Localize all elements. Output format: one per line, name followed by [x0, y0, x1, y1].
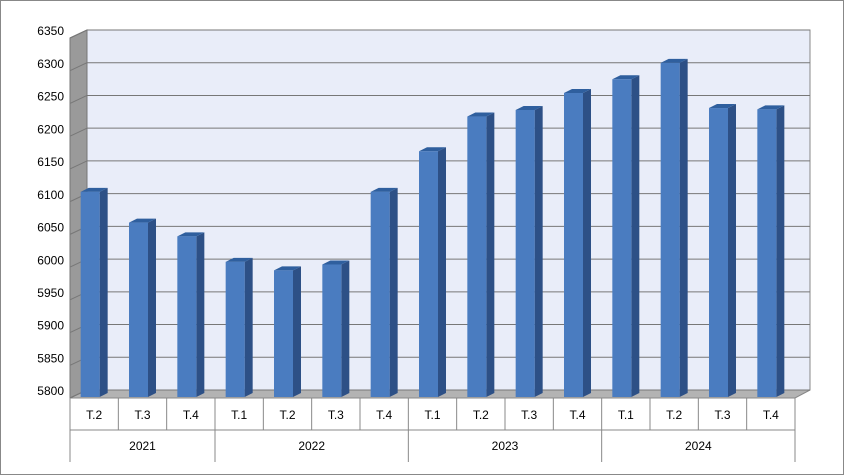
bar: [80, 187, 108, 397]
bar: [612, 75, 640, 398]
bar-side: [341, 260, 350, 397]
bar-front: [709, 108, 728, 397]
bar-side: [534, 106, 543, 397]
bar-front: [419, 151, 438, 397]
x-tick-label: T.2: [473, 408, 489, 422]
x-tick-label: T.3: [328, 408, 344, 422]
bar-front: [370, 191, 390, 397]
bar-top: [274, 266, 301, 271]
bar-top: [564, 88, 591, 93]
bar-side: [438, 147, 446, 397]
bar: [225, 257, 253, 397]
x-tick-label: T.1: [424, 408, 440, 422]
bar-side: [148, 218, 156, 397]
y-tick-label: 6250: [37, 90, 64, 104]
bar-front: [177, 236, 197, 397]
x-tick-label: T.2: [279, 408, 295, 422]
x-tick-label: T.3: [521, 408, 537, 422]
y-tick-label: 5800: [37, 384, 64, 398]
y-tick-label: 6100: [37, 188, 64, 202]
bar-top: [419, 147, 446, 152]
bar-side: [99, 187, 108, 397]
bar-top: [660, 58, 688, 63]
x-tick-label: T.4: [569, 408, 585, 422]
bar-front: [274, 270, 293, 397]
bar-side: [728, 104, 736, 397]
bar-top: [757, 105, 785, 110]
bar: [757, 105, 785, 397]
x-tick-label: T.3: [134, 408, 150, 422]
bar-side: [293, 266, 301, 397]
bar-front: [612, 79, 632, 398]
bar-front: [322, 264, 342, 397]
bar: [660, 58, 688, 397]
bar-front: [660, 62, 680, 397]
bar-front: [225, 261, 245, 397]
group-label: 2022: [298, 439, 325, 453]
bar-top: [612, 75, 640, 80]
y-tick-label: 6050: [37, 221, 64, 235]
bar: [129, 218, 156, 397]
bar-side: [631, 75, 640, 398]
bar-top: [370, 187, 398, 192]
bar: [274, 266, 301, 397]
bar-front: [564, 92, 583, 398]
x-tick-label: T.4: [376, 408, 392, 422]
group-label: 2021: [129, 439, 156, 453]
x-tick-label: T.2: [666, 408, 682, 422]
bar-top: [177, 232, 205, 237]
x-tick-label: T.3: [714, 408, 730, 422]
bar-side: [679, 58, 688, 397]
bar-side: [776, 105, 785, 397]
x-tick-label: T.4: [183, 408, 199, 422]
grid-line-side: [69, 160, 88, 170]
bar-side: [196, 232, 205, 397]
bar-top: [709, 104, 736, 109]
bar-side: [583, 88, 591, 398]
y-tick-label: 5850: [37, 351, 64, 365]
y-tick-label: 5900: [37, 319, 64, 333]
grid-line-side: [69, 95, 88, 104]
bar: [467, 112, 495, 397]
y-tick-label: 6300: [37, 57, 64, 71]
bar-side: [244, 257, 253, 397]
bar: [709, 104, 736, 397]
y-tick-label: 6000: [37, 253, 64, 267]
bar-top: [80, 187, 108, 192]
bar-top: [129, 218, 156, 223]
bar-side: [486, 112, 495, 397]
bar-front: [467, 116, 487, 397]
bar: [322, 260, 350, 397]
x-tick-label: T.2: [86, 408, 102, 422]
bar: [564, 88, 591, 398]
group-label: 2023: [492, 439, 519, 453]
bar-top: [467, 112, 495, 117]
bar: [370, 187, 398, 397]
bar-top: [322, 260, 350, 265]
bar-top: [515, 106, 543, 110]
x-tick-label: T.4: [763, 408, 779, 422]
grid-line-side: [69, 127, 88, 137]
x-tick-label: T.1: [618, 408, 634, 422]
bar-front: [80, 191, 100, 397]
y-tick-label: 6200: [37, 122, 64, 136]
grid-line-side: [69, 62, 88, 72]
x-tick-label: T.1: [231, 408, 247, 422]
y-tick-label: 6350: [37, 24, 64, 38]
bar-side: [389, 187, 398, 397]
bar-front: [757, 109, 777, 397]
bar: [419, 147, 446, 397]
bar-top: [225, 257, 253, 262]
group-label: 2024: [685, 439, 712, 453]
bar: [515, 106, 543, 397]
grid-line-side: [69, 29, 88, 39]
bar: [177, 232, 205, 397]
y-tick-label: 5950: [37, 286, 64, 300]
bar-front: [129, 222, 148, 397]
y-tick-label: 6150: [37, 155, 64, 169]
bar-front: [515, 110, 535, 397]
